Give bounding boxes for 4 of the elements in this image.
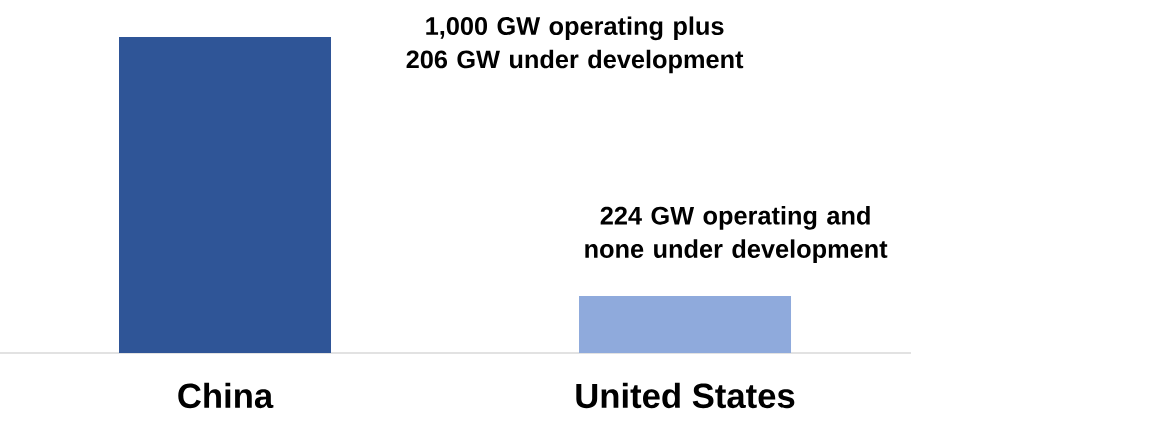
x-tick-label: China: [178, 382, 274, 409]
annotation: 1,000 GW operating plus 206 GW under development: [406, 16, 744, 74]
annotation: 224 GW operating and none under development: [585, 206, 888, 263]
x-tick-label: United States: [576, 382, 795, 409]
